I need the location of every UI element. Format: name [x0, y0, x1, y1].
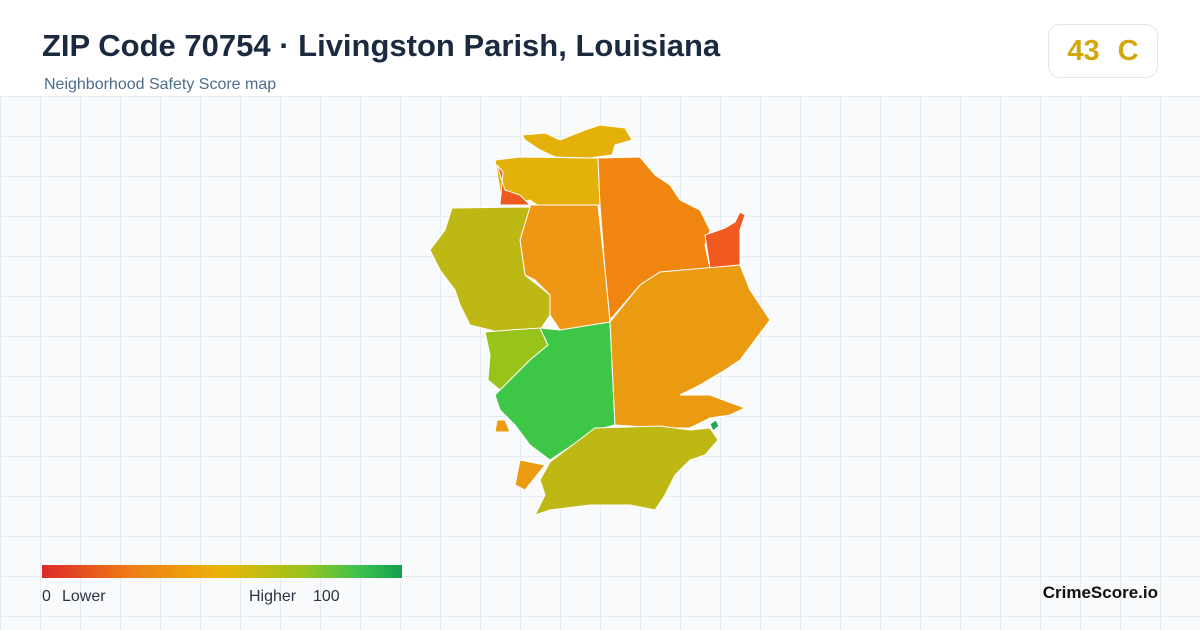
region — [494, 419, 511, 433]
region — [521, 124, 633, 159]
legend-max-label: Higher — [249, 588, 297, 605]
legend-min: 0 — [42, 588, 51, 605]
region — [704, 211, 746, 269]
score-grade: C — [1117, 34, 1139, 67]
region — [514, 459, 546, 491]
legend-gradient — [42, 565, 402, 578]
title: ZIP Code 70754 · Livingston Parish, Loui… — [42, 28, 721, 63]
region — [534, 425, 719, 516]
brand: CrimeScore.io — [1042, 583, 1158, 602]
region — [609, 264, 771, 429]
legend-min-label: Lower — [62, 588, 106, 605]
region — [709, 419, 720, 432]
score-badge: 43 C — [1048, 24, 1158, 78]
legend-max: 100 — [313, 588, 340, 605]
subtitle: Neighborhood Safety Score map — [44, 76, 277, 93]
score-value: 43 — [1067, 34, 1100, 67]
header-band — [0, 0, 1200, 96]
